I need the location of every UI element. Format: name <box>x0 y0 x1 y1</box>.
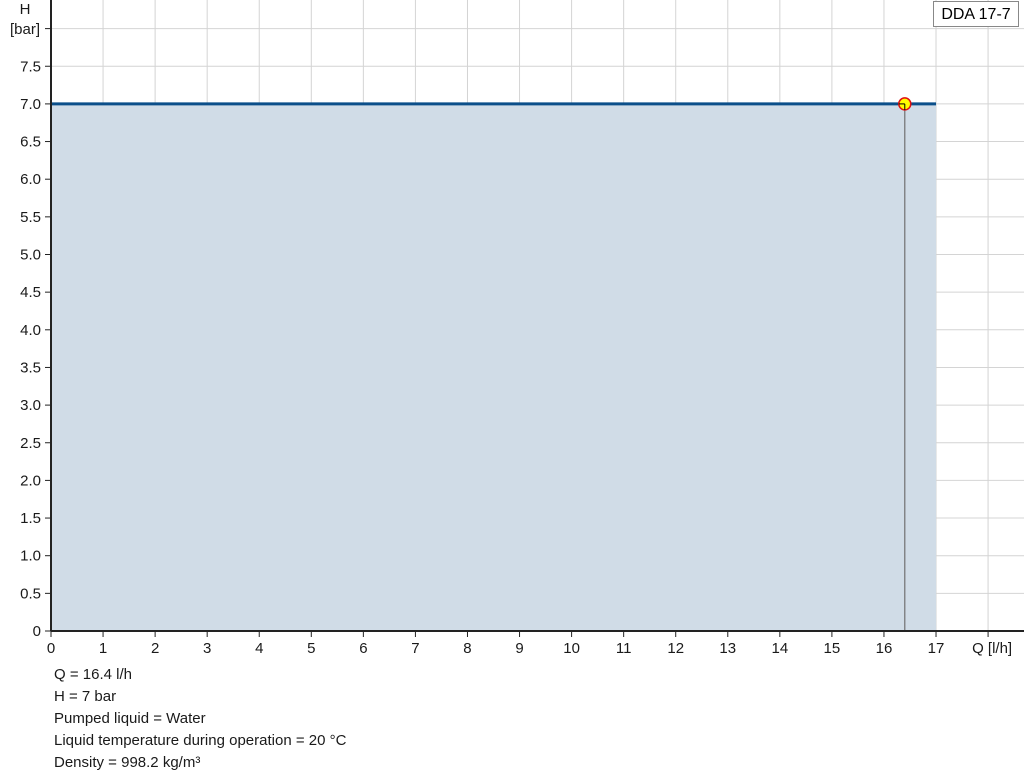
y-tick-label: 3.5 <box>20 359 41 376</box>
x-tick-label: 2 <box>151 640 159 657</box>
x-tick-label: 1 <box>99 640 107 657</box>
y-tick-label: 4.5 <box>20 284 41 301</box>
info-liquid: Pumped liquid = Water <box>54 710 206 727</box>
x-tick-label: 12 <box>667 640 684 657</box>
y-axis-label-unit: [bar] <box>10 21 40 38</box>
y-tick-label: 6.5 <box>20 134 41 151</box>
x-tick-label: 17 <box>928 640 945 657</box>
info-temperature: Liquid temperature during operation = 20… <box>54 732 347 749</box>
x-tick-label: 3 <box>203 640 211 657</box>
x-tick-label: 5 <box>307 640 315 657</box>
x-tick-label: 10 <box>563 640 580 657</box>
x-tick-label: 13 <box>719 640 736 657</box>
legend-series-label: DDA 17-7 <box>933 1 1019 27</box>
x-tick-label: 16 <box>876 640 893 657</box>
x-tick-label: 7 <box>411 640 419 657</box>
y-axis-label-symbol: H <box>20 1 31 18</box>
y-tick-label: 1.5 <box>20 510 41 527</box>
x-tick-label: 9 <box>515 640 523 657</box>
x-tick-label: 14 <box>771 640 788 657</box>
x-tick-label: 4 <box>255 640 263 657</box>
y-tick-label: 7.5 <box>20 58 41 75</box>
x-tick-label: 11 <box>616 640 632 657</box>
y-tick-label: 3.0 <box>20 397 41 414</box>
x-tick-label: 6 <box>359 640 367 657</box>
y-tick-label: 0 <box>33 623 41 640</box>
x-axis-label: Q [l/h] <box>972 640 1012 657</box>
y-tick-label: 6.0 <box>20 171 41 188</box>
info-density: Density = 998.2 kg/m³ <box>54 754 201 771</box>
y-tick-label: 0.5 <box>20 585 41 602</box>
y-tick-label: 7.0 <box>20 96 41 113</box>
x-tick-label: 0 <box>47 640 55 657</box>
x-tick-label: 8 <box>463 640 471 657</box>
info-head: H = 7 bar <box>54 688 117 705</box>
y-tick-label: 2.5 <box>20 435 41 452</box>
y-tick-label: 1.0 <box>20 548 41 565</box>
x-tick-label: 15 <box>824 640 841 657</box>
y-tick-label: 5.5 <box>20 209 41 226</box>
y-tick-label: 5.0 <box>20 247 41 264</box>
series-area <box>51 103 937 631</box>
y-tick-label: 4.0 <box>20 322 41 339</box>
y-tick-label: 2.0 <box>20 472 41 489</box>
info-flow: Q = 16.4 l/h <box>54 666 132 683</box>
